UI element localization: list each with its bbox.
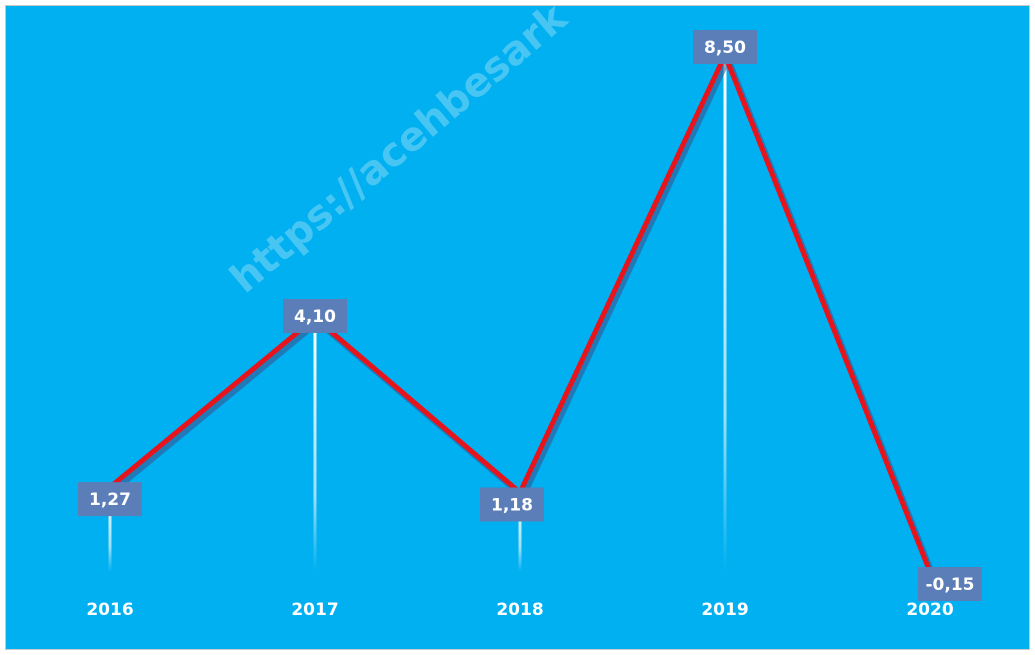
drop-line xyxy=(723,55,727,572)
data-label: -0,15 xyxy=(926,575,975,595)
data-label-box xyxy=(918,567,982,601)
x-tick-label: 2016 xyxy=(86,600,133,620)
data-label: 1,18 xyxy=(491,496,533,516)
drop-line xyxy=(518,492,522,572)
x-tick-label: 2019 xyxy=(701,600,748,620)
data-label: 4,10 xyxy=(294,307,336,327)
data-label: 1,27 xyxy=(89,490,131,510)
data-label-box xyxy=(480,487,544,522)
data-label-box xyxy=(78,482,142,517)
plot-background xyxy=(5,5,1030,650)
drop-line xyxy=(313,317,317,572)
x-tick-label: 2018 xyxy=(496,600,543,620)
data-label: 8,50 xyxy=(704,38,746,58)
x-tick-label: 2017 xyxy=(291,600,338,620)
drop-line xyxy=(108,487,112,572)
data-label-box xyxy=(283,298,347,333)
x-tick-label: 2020 xyxy=(906,600,953,620)
data-label-box xyxy=(693,30,757,64)
